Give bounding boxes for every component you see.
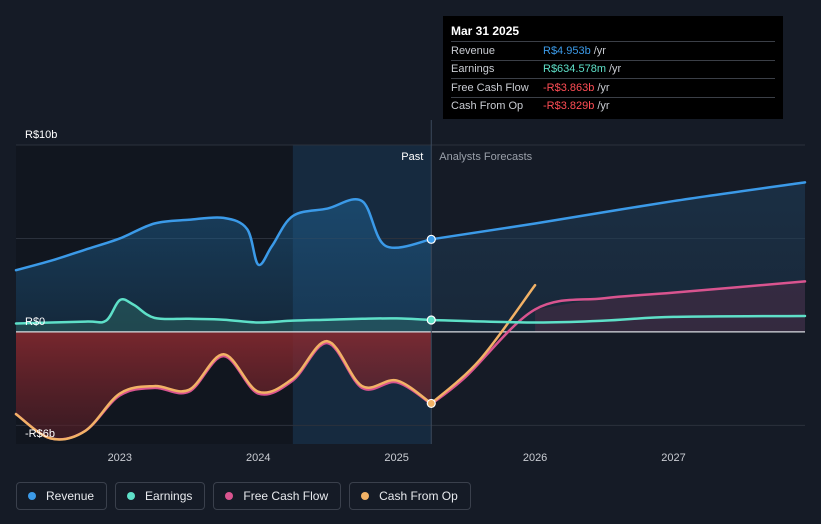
- x-tick-label: 2027: [661, 452, 685, 464]
- earnings-line-forecast: [430, 314, 807, 324]
- x-tick-label: 2024: [246, 452, 270, 464]
- marker-cash-from-op: [426, 398, 436, 409]
- legend-dot-icon: [127, 492, 136, 500]
- earnings-area-past: [16, 299, 432, 332]
- free-cash-flow-line-forecast: [430, 280, 807, 406]
- tooltip-unit: /yr: [593, 44, 606, 57]
- legend-label: Revenue: [46, 489, 95, 503]
- legend-item-cash-from-op[interactable]: Cash From Op: [349, 482, 471, 510]
- tooltip-label: Cash From Op: [451, 100, 524, 113]
- tooltip-row-cash-from-op: Cash From Op -R$3.829b /yr: [451, 96, 775, 116]
- x-tick-label: 2025: [384, 452, 408, 464]
- tooltip-value: -R$3.829b: [543, 100, 595, 113]
- tooltip-unit: /yr: [597, 81, 610, 94]
- tooltip: Mar 31 2025 Revenue R$4.953b /yr Earning…: [443, 16, 783, 119]
- revenue-line-forecast: [430, 181, 807, 241]
- earnings-line-past: [14, 298, 433, 325]
- legend-dot-icon: [225, 492, 234, 500]
- chart-canvas: R$10b R$0 -R$6b 2023 2024 2025 2026 2027 Past Ana…: [14, 120, 807, 464]
- x-tick-label: 2023: [108, 452, 132, 464]
- cash-from-op-line-forecast: [430, 283, 537, 405]
- tooltip-date: Mar 31 2025: [451, 24, 520, 38]
- legend-item-revenue[interactable]: Revenue: [16, 482, 108, 510]
- tooltip-label: Revenue: [451, 44, 496, 57]
- legend-label: Cash From Op: [379, 489, 458, 503]
- tooltip-row-revenue: Revenue R$4.953b /yr: [451, 41, 775, 60]
- marker-revenue: [426, 234, 436, 244]
- tooltip-label: Earnings: [451, 63, 495, 76]
- forecast-label: Analysts Forecasts: [439, 151, 532, 163]
- legend-item-earnings[interactable]: Earnings: [115, 482, 206, 510]
- tooltip-value: R$634.578m: [543, 63, 606, 76]
- tooltip-label: Free Cash Flow: [451, 81, 529, 94]
- cash-flow-area-past: [16, 331, 432, 440]
- fcf-area-forecast: [535, 281, 805, 332]
- y-tick-label: R$10b: [25, 129, 57, 141]
- cash-from-op-line-past: [14, 339, 433, 441]
- tooltip-row-free-cash-flow: Free Cash Flow -R$3.863b /yr: [451, 78, 775, 97]
- marker-earnings: [426, 315, 436, 325]
- revenue-line-past: [14, 198, 433, 272]
- legend-dot-icon: [28, 492, 36, 500]
- tooltip-value: R$4.953b: [543, 44, 591, 57]
- legend: Revenue Earnings Free Cash Flow Cash Fro…: [16, 482, 471, 510]
- legend-label: Free Cash Flow: [243, 489, 329, 503]
- y-tick-label: R$0: [25, 316, 45, 328]
- legend-dot-icon: [361, 492, 370, 500]
- x-tick-label: 2026: [523, 452, 547, 464]
- tooltip-value: -R$3.863b: [543, 81, 595, 94]
- tooltip-unit: /yr: [609, 63, 622, 76]
- tooltip-unit: /yr: [597, 100, 610, 113]
- past-label: Past: [401, 151, 423, 163]
- legend-item-free-cash-flow[interactable]: Free Cash Flow: [213, 482, 342, 510]
- y-tick-label: -R$6b: [25, 428, 55, 440]
- tooltip-row-earnings: Earnings R$634.578m /yr: [451, 59, 775, 79]
- legend-label: Earnings: [145, 489, 193, 503]
